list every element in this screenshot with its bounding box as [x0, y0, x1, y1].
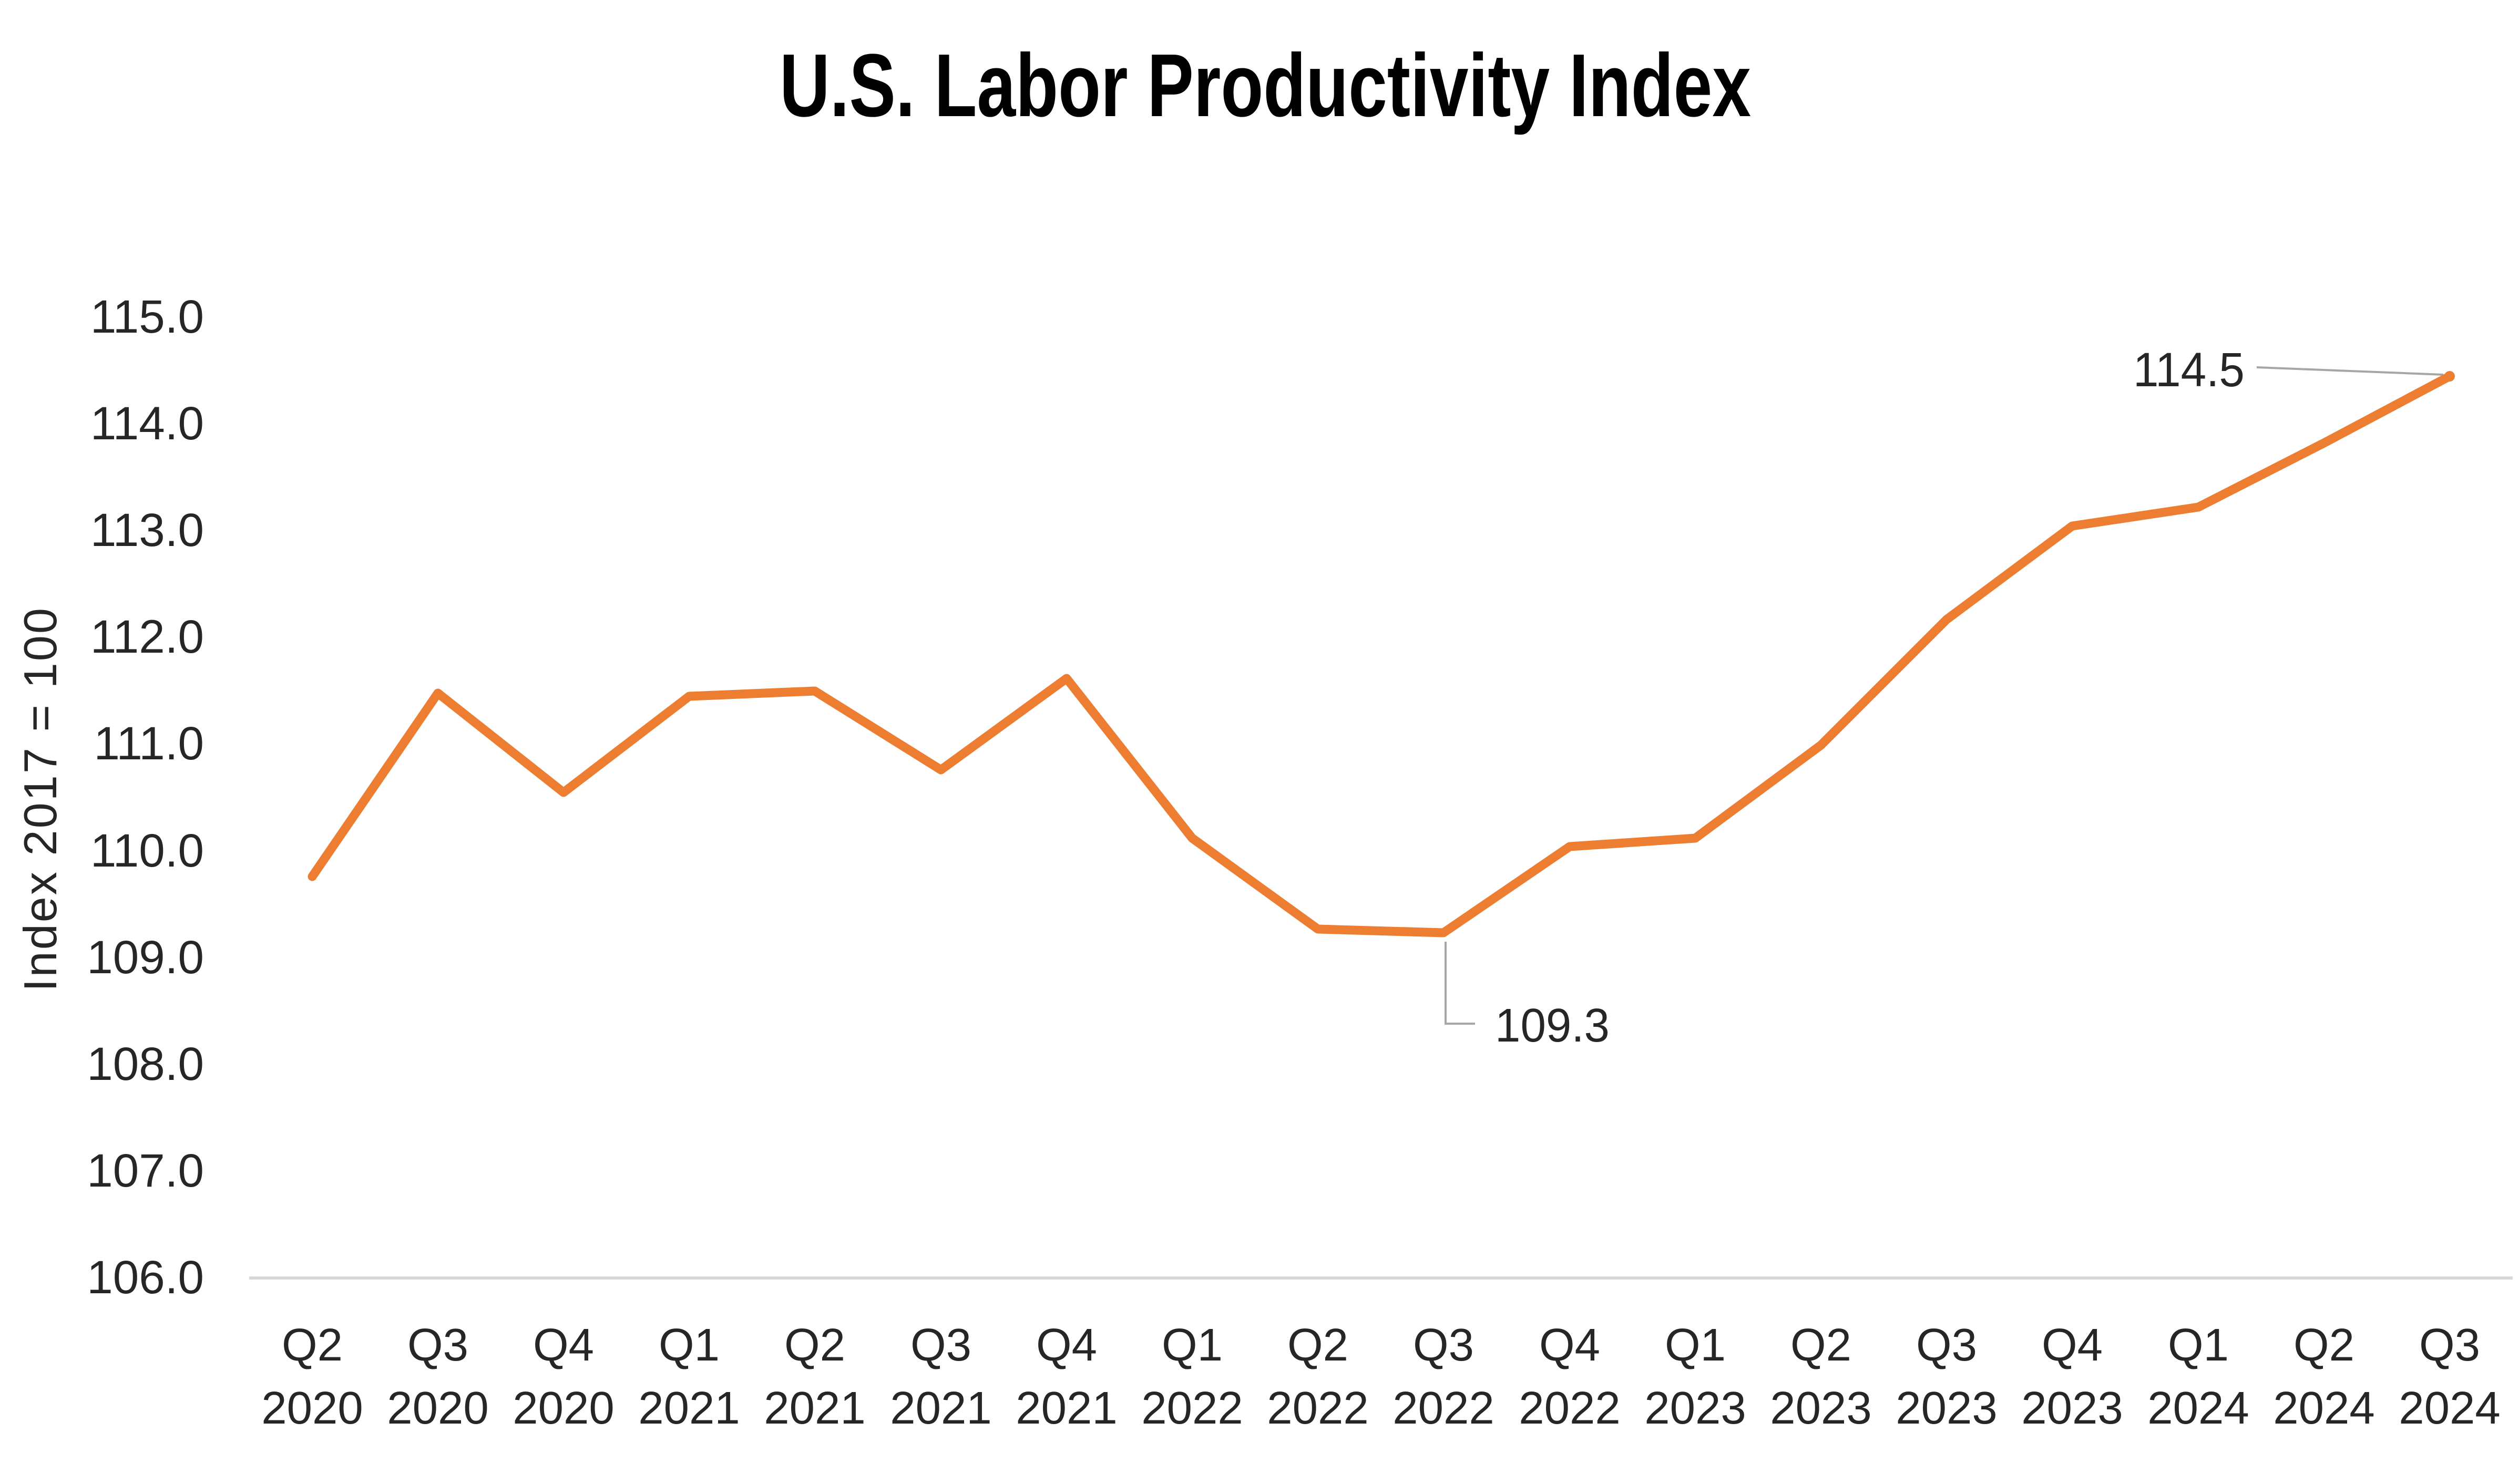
svg-text:Q4: Q4 — [1036, 1320, 1097, 1370]
svg-text:Q2: Q2 — [282, 1320, 343, 1370]
svg-text:Q3: Q3 — [910, 1320, 971, 1370]
svg-text:2023: 2023 — [2021, 1383, 2123, 1434]
svg-text:Q2: Q2 — [1790, 1320, 1851, 1370]
svg-text:Q1: Q1 — [659, 1320, 720, 1370]
svg-text:Q1: Q1 — [2168, 1320, 2229, 1370]
svg-text:2022: 2022 — [1519, 1383, 1621, 1434]
svg-text:2020: 2020 — [387, 1383, 489, 1434]
svg-text:Q3: Q3 — [2419, 1320, 2480, 1370]
svg-text:109.3: 109.3 — [1495, 999, 1610, 1052]
svg-text:114.5: 114.5 — [2133, 343, 2245, 397]
svg-text:2023: 2023 — [1770, 1383, 1872, 1434]
svg-text:Q3: Q3 — [407, 1320, 468, 1370]
svg-text:Q1: Q1 — [1665, 1320, 1726, 1370]
svg-text:Q3: Q3 — [1916, 1320, 1977, 1370]
svg-text:115.0: 115.0 — [90, 290, 204, 343]
svg-text:2021: 2021 — [638, 1383, 740, 1434]
svg-text:Q1: Q1 — [1162, 1320, 1223, 1370]
svg-text:Q3: Q3 — [1413, 1320, 1474, 1370]
svg-text:2021: 2021 — [764, 1383, 866, 1434]
svg-text:107.0: 107.0 — [87, 1144, 204, 1197]
svg-text:2021: 2021 — [890, 1383, 992, 1434]
svg-text:2023: 2023 — [1896, 1383, 1998, 1434]
svg-text:Q2: Q2 — [2293, 1320, 2354, 1370]
svg-text:Q4: Q4 — [533, 1320, 594, 1370]
svg-text:111.0: 111.0 — [94, 717, 204, 769]
svg-text:Q2: Q2 — [1287, 1320, 1348, 1370]
svg-text:2024: 2024 — [2399, 1383, 2501, 1434]
svg-text:2022: 2022 — [1392, 1383, 1494, 1434]
svg-text:2021: 2021 — [1016, 1383, 1118, 1434]
svg-text:110.0: 110.0 — [90, 824, 204, 877]
svg-text:106.0: 106.0 — [87, 1251, 204, 1303]
svg-text:2024: 2024 — [2147, 1383, 2249, 1434]
svg-text:113.0: 113.0 — [90, 503, 204, 556]
svg-text:Q4: Q4 — [1539, 1320, 1600, 1370]
svg-text:112.0: 112.0 — [90, 610, 204, 663]
svg-text:2024: 2024 — [2273, 1383, 2375, 1434]
svg-text:U.S. Labor Productivity Index: U.S. Labor Productivity Index — [780, 36, 1751, 136]
svg-text:2022: 2022 — [1267, 1383, 1369, 1434]
svg-text:2022: 2022 — [1141, 1383, 1243, 1434]
svg-text:114.0: 114.0 — [90, 397, 204, 449]
svg-text:Q2: Q2 — [784, 1320, 845, 1370]
svg-text:Index 2017 = 100: Index 2017 = 100 — [14, 608, 66, 992]
svg-text:108.0: 108.0 — [87, 1037, 204, 1090]
svg-text:2020: 2020 — [261, 1383, 363, 1434]
svg-text:109.0: 109.0 — [87, 931, 204, 983]
svg-text:2020: 2020 — [513, 1383, 615, 1434]
svg-text:Q4: Q4 — [2042, 1320, 2103, 1370]
svg-text:2023: 2023 — [1644, 1383, 1746, 1434]
